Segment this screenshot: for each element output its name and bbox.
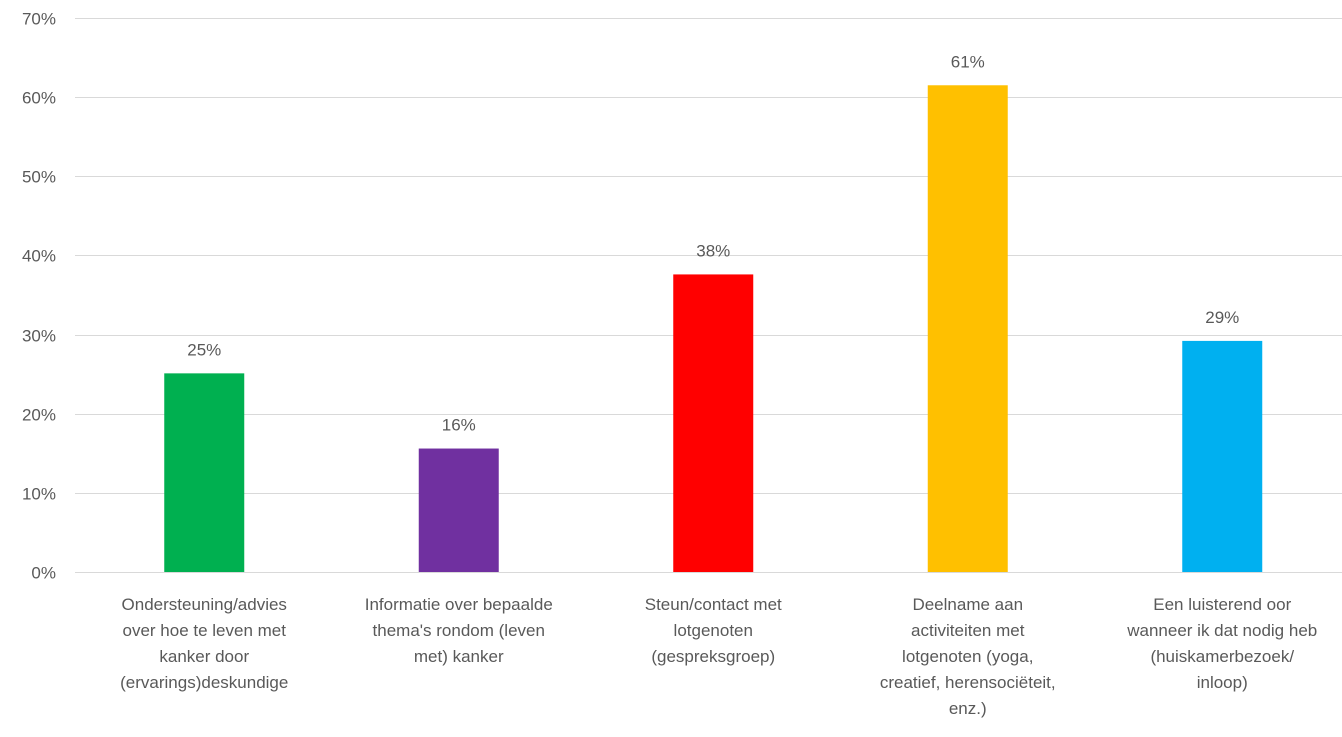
data-labels: 25% 16% 38% 61% 29% [187, 52, 1239, 434]
category-label-5-line-1: Een luisterend oor [1153, 595, 1291, 614]
category-label-1-line-4: (ervarings)deskundige [120, 673, 288, 692]
category-label-3-line-2: lotgenoten [674, 621, 753, 640]
category-label-4-line-4: creatief, herensociëteit, [880, 673, 1056, 692]
category-label-5-line-2: wanneer ik dat nodig heb [1126, 621, 1317, 640]
category-label-4-line-2: activiteiten met [911, 621, 1025, 640]
data-label-1: 25% [187, 340, 221, 359]
category-labels: Ondersteuning/advies over hoe te leven me… [120, 595, 1317, 718]
y-tick-label-0: 0% [31, 564, 56, 583]
bar-1 [164, 373, 245, 572]
bar-4 [927, 85, 1008, 573]
data-label-2: 16% [442, 416, 476, 435]
category-label-4-line-1: Deelname aan [912, 595, 1023, 614]
category-label-1-line-1: Ondersteuning/advies [122, 595, 287, 614]
category-label-1-line-3: kanker door [159, 647, 249, 666]
bar-3 [673, 274, 754, 572]
bar-2 [418, 448, 499, 572]
bars [164, 85, 1263, 573]
category-label-4-line-3: lotgenoten (yoga, [902, 647, 1033, 666]
y-tick-label-10: 10% [22, 485, 56, 504]
data-label-5: 29% [1205, 308, 1239, 327]
data-label-3: 38% [696, 241, 730, 260]
category-label-4-line-5: enz.) [949, 699, 987, 718]
category-label-1-line-2: over hoe te leven met [123, 621, 287, 640]
y-tick-label-60: 60% [22, 89, 56, 108]
category-label-2-line-2: thema's rondom (leven [373, 621, 545, 640]
category-label-3-line-1: Steun/contact met [645, 595, 782, 614]
category-label-3-line-3: (gespreksgroep) [651, 647, 775, 666]
category-label-2-line-3: met) kanker [414, 647, 504, 666]
y-tick-label-20: 20% [22, 406, 56, 425]
category-label-5-line-3: (huiskamerbezoek/ [1150, 647, 1294, 666]
y-axis-tick-labels: 0% 10% 20% 30% 40% 50% 60% 70% [22, 10, 56, 583]
bar-5 [1182, 340, 1263, 572]
y-tick-label-70: 70% [22, 10, 56, 29]
y-tick-label-30: 30% [22, 327, 56, 346]
data-label-4: 61% [951, 52, 985, 71]
category-label-2-line-1: Informatie over bepaalde [365, 595, 553, 614]
y-tick-label-50: 50% [22, 168, 56, 187]
y-tick-label-40: 40% [22, 247, 56, 266]
category-label-5-line-4: inloop) [1197, 673, 1248, 692]
